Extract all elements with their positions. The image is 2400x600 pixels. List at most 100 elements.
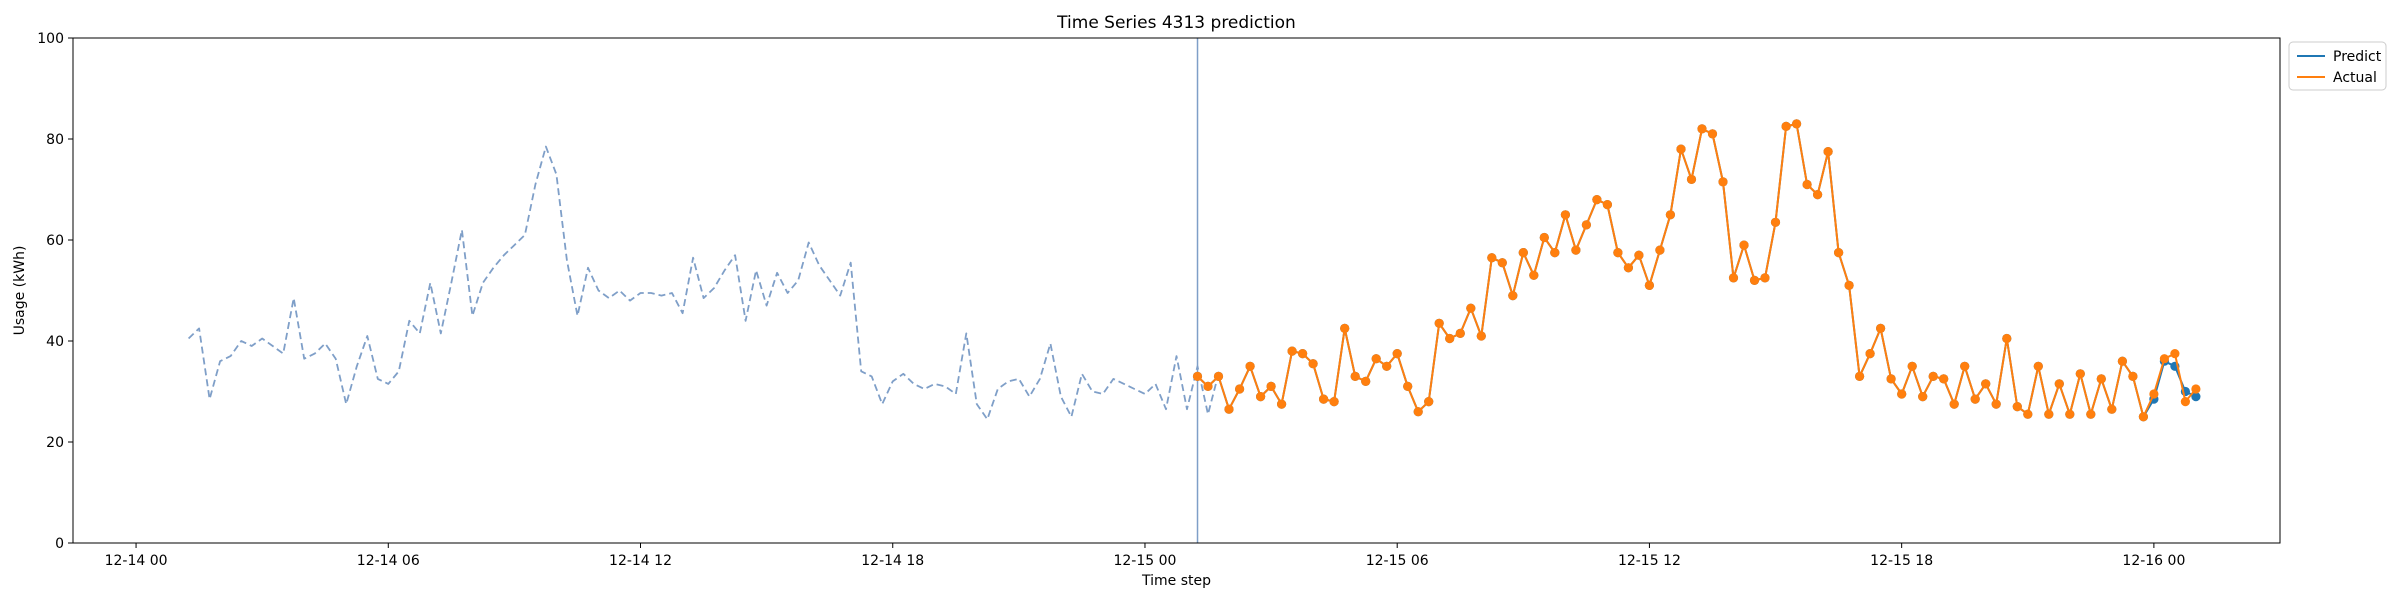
actual-point	[1939, 374, 1949, 384]
actual-point	[2065, 409, 2075, 419]
actual-point	[1592, 195, 1602, 205]
actual-point	[1308, 359, 1318, 369]
actual-point	[1855, 371, 1865, 381]
x-tick-label: 12-14 12	[609, 553, 672, 569]
actual-point	[1634, 250, 1644, 260]
actual-point	[2033, 361, 2043, 371]
actual-point	[2107, 404, 2117, 414]
actual-point	[1508, 291, 1518, 301]
actual-point	[1949, 399, 1959, 409]
actual-point	[2117, 356, 2127, 366]
actual-point	[1382, 361, 1392, 371]
y-tick-label: 40	[46, 334, 64, 350]
actual-point	[1455, 328, 1465, 338]
actual-point	[1529, 270, 1539, 280]
actual-point	[1981, 379, 1991, 389]
actual-point	[1266, 381, 1276, 391]
actual-point	[2044, 409, 2054, 419]
actual-point	[1623, 263, 1633, 273]
actual-point	[1991, 399, 2001, 409]
actual-point	[1329, 397, 1339, 407]
actual-point	[1571, 245, 1581, 255]
y-tick-label: 20	[46, 435, 64, 451]
y-tick-label: 60	[46, 233, 64, 249]
actual-point	[1361, 376, 1371, 386]
legend-label-actual: Actual	[2333, 70, 2377, 86]
y-tick-label: 80	[46, 132, 64, 148]
actual-point	[1960, 361, 1970, 371]
actual-point	[1413, 407, 1423, 417]
actual-point	[1277, 399, 1287, 409]
actual-point	[1834, 248, 1844, 258]
actual-point	[2128, 371, 2138, 381]
y-axis: 0 20 40 60 80 100	[37, 31, 73, 552]
actual-point	[1928, 371, 1938, 381]
history-line	[187, 145, 1220, 421]
x-tick-label: 12-15 18	[1870, 553, 1933, 569]
y-axis-label: Usage (kWh)	[12, 246, 28, 336]
x-tick-label: 12-15 12	[1618, 553, 1681, 569]
x-tick-label: 12-16 00	[2122, 553, 2185, 569]
actual-point	[1319, 394, 1329, 404]
legend: Predict Actual	[2288, 41, 2387, 91]
actual-point	[2170, 349, 2180, 359]
actual-point	[1224, 404, 1234, 414]
actual-point	[2149, 389, 2159, 399]
chart-title: Time Series 4313 prediction	[1056, 13, 1296, 33]
x-tick-label: 12-14 18	[861, 553, 924, 569]
actual-point	[1256, 392, 1266, 402]
actual-point	[2096, 374, 2106, 384]
actual-point	[1802, 179, 1812, 190]
actual-point	[1371, 354, 1381, 364]
actual-point	[1886, 374, 1896, 384]
actual-point	[1686, 174, 1697, 184]
actual-point	[2159, 354, 2169, 364]
actual-point	[1487, 253, 1497, 263]
actual-point	[1644, 280, 1654, 290]
actual-point	[1287, 346, 1297, 356]
actual-point	[1823, 147, 1833, 157]
x-axis: 12-14 00 12-14 06 12-14 12 12-14 18 12-15 00…	[105, 543, 2185, 569]
actual-point	[1844, 280, 1854, 290]
legend-label-predict: Predict	[2333, 49, 2382, 65]
actual-point	[1728, 273, 1739, 283]
actual-point	[1476, 331, 1486, 341]
actual-point	[2138, 412, 2148, 422]
actual-point	[1497, 258, 1507, 268]
y-tick-label: 100	[37, 31, 64, 47]
actual-point	[2023, 409, 2033, 419]
actual-point	[1781, 121, 1791, 131]
predict-point	[2191, 392, 2201, 402]
actual-point	[1403, 381, 1413, 391]
actual-point	[1697, 124, 1707, 134]
x-tick-label: 12-14 00	[105, 553, 168, 569]
actual-point	[2191, 384, 2201, 394]
actual-point	[1749, 275, 1760, 285]
actual-point	[1581, 220, 1591, 230]
actual-point	[1770, 217, 1781, 227]
actual-point	[1907, 361, 1917, 371]
actual-point	[1560, 210, 1570, 220]
actual-point	[2012, 402, 2022, 412]
actual-point	[2086, 409, 2096, 419]
actual-point	[1245, 361, 1255, 371]
actual-point	[2180, 397, 2190, 407]
actual-point	[1655, 245, 1665, 255]
actual-point	[1350, 371, 1360, 381]
x-tick-label: 12-14 06	[357, 553, 420, 569]
actual-point	[1718, 177, 1728, 187]
actual-point	[2002, 333, 2012, 344]
actual-point	[1213, 371, 1224, 381]
actual-point	[1676, 144, 1686, 154]
actual-point	[1392, 349, 1402, 359]
x-tick-label: 12-15 00	[1113, 553, 1176, 569]
actual-point	[1235, 384, 1245, 394]
axes-frame	[72, 37, 2281, 544]
actual-point	[1665, 210, 1675, 220]
actual-point	[1970, 394, 1980, 404]
x-tick-label: 12-15 06	[1366, 553, 1429, 569]
actual-point	[1876, 323, 1886, 333]
y-tick-label: 0	[55, 536, 64, 552]
